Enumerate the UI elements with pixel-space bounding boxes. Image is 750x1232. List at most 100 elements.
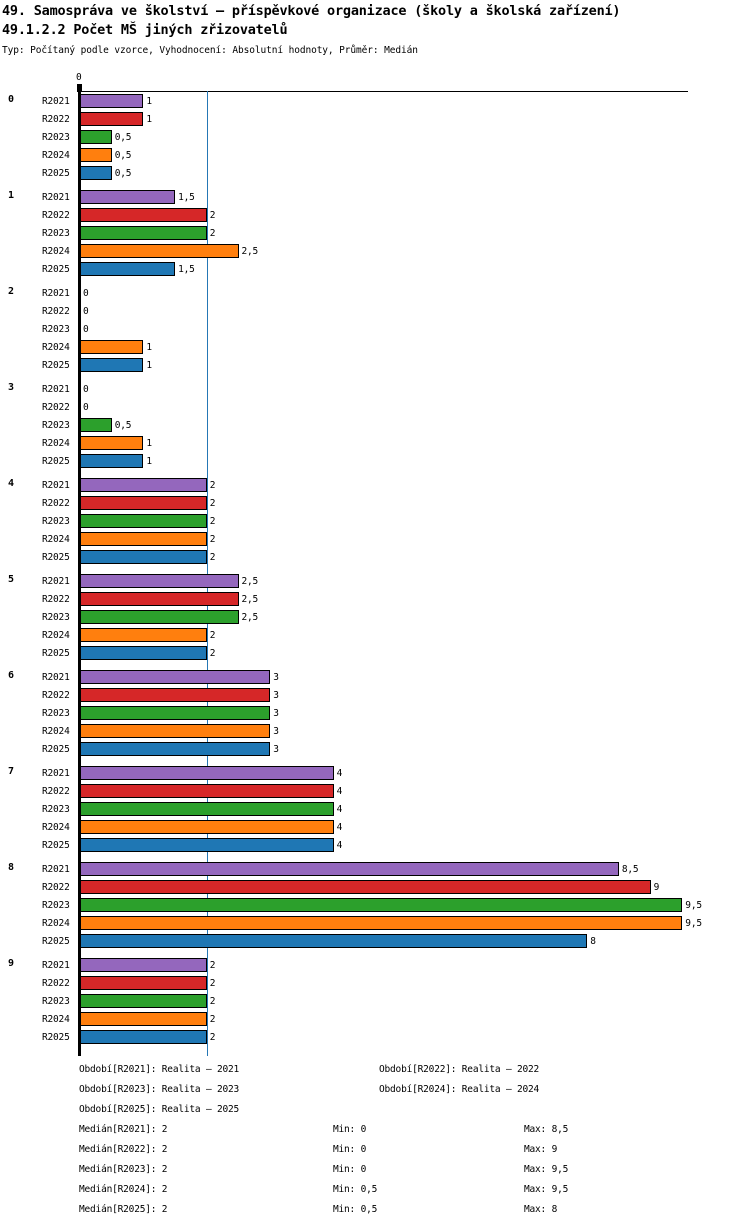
bar-value-label: 2 <box>209 1014 216 1025</box>
chart-row: R2023 3 <box>0 704 750 722</box>
bar-value-label: 2 <box>209 498 216 509</box>
bar-value-label: 1 <box>146 456 152 467</box>
bar[interactable] <box>80 1012 207 1026</box>
chart-row: R2024 0,5 <box>0 146 750 164</box>
bar[interactable] <box>80 190 176 204</box>
bar[interactable] <box>80 838 334 852</box>
bar-group: 5 R2021 2,5 R2022 2,5 R2023 2,5 R2024 2 R2025 2 <box>0 572 750 662</box>
bar[interactable] <box>80 898 683 912</box>
bar[interactable] <box>80 1030 207 1044</box>
bar[interactable] <box>80 862 619 876</box>
row-series-label: R2024 <box>42 534 70 545</box>
bar[interactable] <box>80 916 683 930</box>
bar[interactable] <box>80 340 144 354</box>
chart-row: R2022 2 <box>0 494 750 512</box>
bar[interactable] <box>80 148 112 162</box>
page-title-line-2: 49.1.2.2 Počet MŠ jiných zřizovatelů <box>2 22 288 38</box>
legend-entry-r2024: Období[R2024]: Realita – 2024 <box>379 1084 540 1095</box>
bar-group: 1 R2021 1,5 R2022 2 R2023 2 R2024 2,5 R2025 1,5 <box>0 188 750 278</box>
row-series-label: R2022 <box>42 402 70 413</box>
row-series-label: R2021 <box>42 384 70 395</box>
bar-value-label: 2 <box>209 960 216 971</box>
bar[interactable] <box>80 628 207 642</box>
bar[interactable] <box>80 208 207 222</box>
bar-group: 0 R2021 1 R2022 1 R2023 0,5 R2024 0,5 R2025 0,5 <box>0 92 750 182</box>
bar[interactable] <box>80 514 207 528</box>
bar[interactable] <box>80 262 176 276</box>
legend-row-3: Období[R2025]: Realita – 2025 <box>0 1100 750 1120</box>
bar[interactable] <box>80 226 207 240</box>
bar[interactable] <box>80 574 239 588</box>
chart-row: R2024 2 <box>0 1010 750 1028</box>
bar[interactable] <box>80 880 651 894</box>
bar[interactable] <box>80 112 144 126</box>
bar[interactable] <box>80 670 271 684</box>
bar-value-label: 2 <box>209 996 216 1007</box>
row-series-label: R2023 <box>42 516 70 527</box>
bar-value-label: 1 <box>146 96 152 107</box>
bar[interactable] <box>80 688 271 702</box>
chart-row: R2024 1 <box>0 434 750 452</box>
bar[interactable] <box>80 436 144 450</box>
bar[interactable] <box>80 706 271 720</box>
bar[interactable] <box>80 94 144 108</box>
chart-row: R2025 1 <box>0 356 750 374</box>
chart-row: R2024 2 <box>0 626 750 644</box>
group-index-label: 4 <box>8 478 15 489</box>
chart-row: R2022 3 <box>0 686 750 704</box>
bar[interactable] <box>80 820 334 834</box>
bar[interactable] <box>80 646 207 660</box>
bar-value-label: 8,5 <box>621 864 639 875</box>
chart-row: R2023 2 <box>0 224 750 242</box>
group-index-label: 0 <box>8 94 15 105</box>
bar-value-label: 4 <box>336 768 343 779</box>
bar[interactable] <box>80 550 207 564</box>
bar[interactable] <box>80 802 334 816</box>
bar[interactable] <box>80 610 239 624</box>
stats-median: Medián[R2022]: 2 <box>79 1144 168 1155</box>
bar[interactable] <box>80 742 271 756</box>
chart-row: R2024 3 <box>0 722 750 740</box>
bar[interactable] <box>80 766 334 780</box>
bar[interactable] <box>80 130 112 144</box>
bar[interactable] <box>80 496 207 510</box>
bar[interactable] <box>80 934 588 948</box>
bar[interactable] <box>80 592 239 606</box>
bar-value-label: 4 <box>336 840 343 851</box>
row-series-label: R2024 <box>42 342 70 353</box>
chart-row: R2022 4 <box>0 782 750 800</box>
bar[interactable] <box>80 358 144 372</box>
bar-value-label: 9,5 <box>685 900 702 911</box>
bar[interactable] <box>80 976 207 990</box>
bar[interactable] <box>80 244 239 258</box>
group-index-label: 7 <box>8 766 15 777</box>
bar[interactable] <box>80 478 207 492</box>
bar-group: 3 R2021 0 R2022 0 R2023 0,5 R2024 1 R2025 1 <box>0 380 750 470</box>
bar-value-label: 2 <box>209 648 216 659</box>
bar[interactable] <box>80 994 207 1008</box>
chart-row: R2025 8 <box>0 932 750 950</box>
bar[interactable] <box>80 958 207 972</box>
chart-row: R2021 3 <box>0 668 750 686</box>
row-series-label: R2024 <box>42 246 70 257</box>
bar-group: 4 R2021 2 R2022 2 R2023 2 R2024 2 R2025 2 <box>0 476 750 566</box>
group-index-label: 9 <box>8 958 15 969</box>
bar[interactable] <box>80 532 207 546</box>
bar[interactable] <box>80 724 271 738</box>
bar[interactable] <box>80 166 112 180</box>
bar-value-label: 2 <box>209 630 216 641</box>
bar[interactable] <box>80 454 144 468</box>
chart-row: R2025 1 <box>0 452 750 470</box>
header-block: 49. Samospráva ve školství – příspěvkové… <box>2 2 748 58</box>
bar-value-label: 2,5 <box>241 246 259 257</box>
bar[interactable] <box>80 418 112 432</box>
bar[interactable] <box>80 784 334 798</box>
row-series-label: R2022 <box>42 594 70 605</box>
legend-entry-r2025: Období[R2025]: Realita – 2025 <box>79 1104 240 1115</box>
group-index-label: 2 <box>8 286 15 297</box>
stats-max: Max: 9,5 <box>524 1184 569 1195</box>
row-series-label: R2023 <box>42 132 70 143</box>
bar-value-label: 9 <box>653 882 660 893</box>
bar-group: 8 R2021 8,5 R2022 9 R2023 9,5 R2024 9,5 R2025 8 <box>0 860 750 950</box>
row-series-label: R2024 <box>42 918 70 929</box>
